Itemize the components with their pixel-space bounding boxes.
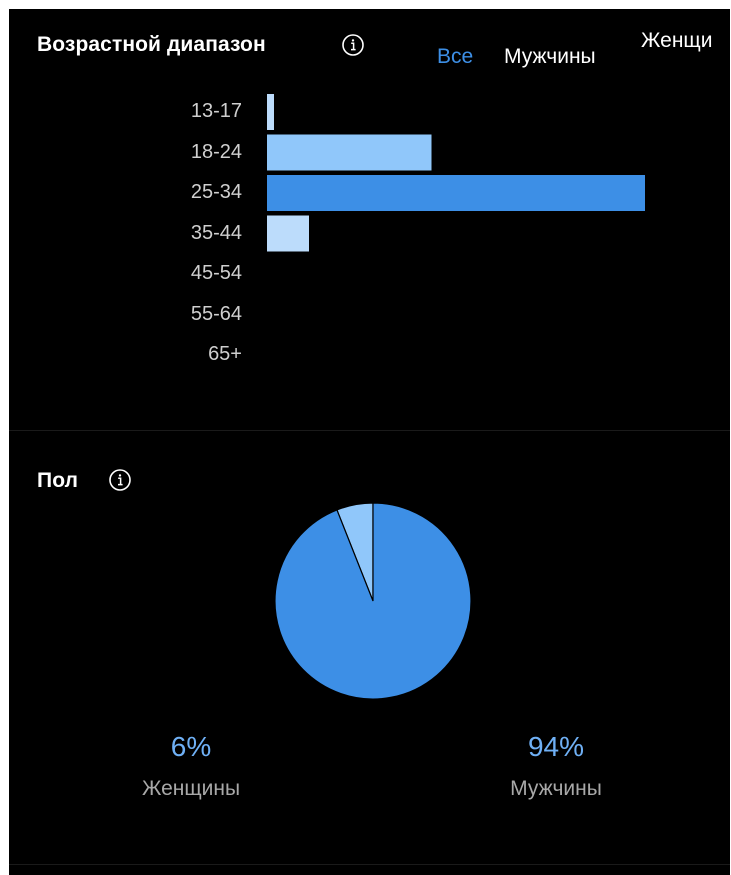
pie-slice-men — [274, 502, 472, 700]
men-percent: 94% — [527, 731, 585, 762]
tab-women-clip: Женщины — [641, 27, 713, 67]
women-percent: 6% — [170, 731, 212, 762]
age-label-25-34: 25-34 — [190, 181, 242, 203]
age-label-13-17: 13-17 — [190, 100, 242, 122]
age-label-18-24: 18-24 — [190, 140, 242, 163]
age-label-55-64: 55-64 — [190, 302, 242, 325]
info-icon[interactable] — [342, 34, 364, 56]
age-label-45-54: 45-54 — [190, 262, 242, 284]
section-divider — [9, 430, 730, 431]
tab-men[interactable]: Мужчины — [504, 45, 596, 68]
age-bar-35-44 — [267, 215, 309, 252]
men-label: Мужчины — [510, 777, 602, 800]
age-bar-chart — [267, 94, 645, 252]
bottom-divider — [9, 864, 730, 865]
women-label: Женщины — [141, 777, 241, 800]
gender-pie-chart — [274, 502, 472, 700]
age-label-65plus: 65+ — [208, 343, 242, 365]
age-section-title: Возрастной диапазон — [37, 33, 266, 56]
age-label-35-44: 35-44 — [190, 221, 242, 244]
gender-section-title: Пол — [37, 469, 79, 492]
tab-women[interactable]: Женщины — [641, 29, 713, 52]
age-bar-25-34 — [267, 175, 645, 211]
tab-all[interactable]: Все — [437, 45, 474, 68]
audience-panel: Возрастной диапазон Все Мужчины Женщины … — [9, 9, 730, 875]
info-icon[interactable] — [109, 469, 131, 491]
age-bar-18-24 — [267, 134, 432, 171]
age-bar-13-17 — [267, 94, 274, 130]
